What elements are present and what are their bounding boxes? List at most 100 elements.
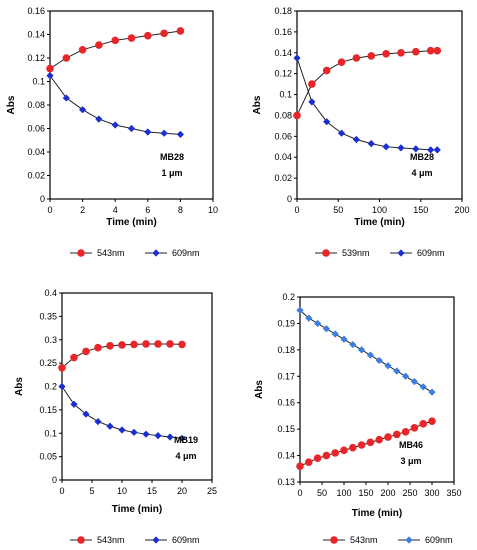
- data-point-543nm: [58, 364, 66, 372]
- x-axis-label: Time (min): [352, 508, 402, 519]
- x-tick-label: 0: [297, 488, 302, 498]
- concentration-label: 1 μm: [161, 168, 182, 178]
- data-point-609nm: [427, 146, 435, 154]
- x-tick-label: 4: [113, 205, 118, 215]
- y-tick-label: 0.02: [27, 171, 45, 181]
- series-line-539nm: [296, 50, 438, 116]
- data-point-609nm: [160, 129, 168, 137]
- y-tick-label: 0.35: [39, 311, 57, 321]
- y-tick-label: 0.06: [274, 131, 292, 141]
- data-point-543nm: [95, 41, 103, 49]
- data-point-543nm: [331, 449, 340, 457]
- legend-marker-539nm: [322, 249, 330, 257]
- data-point-539nm: [352, 54, 361, 62]
- legend-label-609nm: 609nm: [425, 535, 453, 545]
- data-point-543nm: [144, 31, 152, 40]
- chart-4: 0.13 0.14 0.15 0.16 0.17 0.18 0.19 0.2 0 50 100 150…: [254, 292, 462, 545]
- data-point-609nm: [349, 340, 357, 349]
- data-point-543nm: [178, 340, 186, 349]
- y-tick-label: 0: [52, 475, 57, 485]
- data-point-609nm: [410, 377, 418, 386]
- data-point-539nm: [426, 46, 435, 55]
- data-point-609nm: [82, 410, 90, 418]
- x-axis-label: Time (min): [106, 217, 156, 228]
- data-point-609nm: [322, 325, 330, 333]
- data-point-609nm: [402, 372, 410, 380]
- data-point-543nm: [357, 441, 366, 449]
- sample-label: MB28: [160, 152, 184, 162]
- data-point-539nm: [397, 48, 405, 57]
- plot-frame: [296, 10, 463, 200]
- data-point-539nm: [412, 47, 420, 56]
- data-point-609nm: [382, 143, 390, 151]
- x-axis-label: Time (min): [354, 217, 404, 228]
- series-line-609nm: [299, 309, 433, 393]
- data-point-543nm: [82, 347, 90, 356]
- data-point-543nm: [419, 420, 428, 428]
- concentration-label: 3 μm: [400, 456, 421, 466]
- data-point-539nm: [433, 46, 442, 55]
- data-point-609nm: [393, 367, 401, 375]
- data-point-609nm: [337, 129, 346, 137]
- data-point-609nm: [79, 106, 87, 114]
- legend: 539nm 609nm: [315, 248, 445, 258]
- y-tick-label: 0.19: [277, 318, 295, 328]
- x-tick-label: 2: [80, 205, 85, 215]
- x-tick-label: 50: [317, 488, 327, 498]
- y-axis-label: Abs: [14, 377, 25, 396]
- y-tick-label: 0.16: [277, 398, 295, 408]
- data-point-609nm: [130, 428, 138, 436]
- legend-marker-543nm: [330, 536, 338, 544]
- x-tick-label: 300: [424, 488, 439, 498]
- data-point-609nm: [58, 382, 66, 391]
- legend-marker-609nm: [397, 249, 405, 257]
- data-point-539nm: [322, 66, 331, 75]
- data-point-609nm: [358, 346, 366, 354]
- x-tick-label: 10: [208, 205, 218, 215]
- data-point-543nm: [428, 417, 436, 426]
- y-tick-label: 0.3: [44, 335, 57, 345]
- x-tick-label: 100: [336, 488, 351, 498]
- x-tick-label: 25: [207, 486, 217, 496]
- data-point-609nm: [323, 118, 331, 126]
- data-point-539nm: [308, 80, 316, 88]
- data-point-609nm: [428, 388, 436, 396]
- data-point-609nm: [366, 351, 374, 359]
- chart-3: 0 0.05 0.1 0.15 0.2 0.25 0.3 0.35 0.4 0 5 10 15 20 25 T…: [14, 288, 217, 545]
- y-axis-label: Abs: [252, 95, 263, 114]
- x-tick-label: 5: [89, 486, 94, 496]
- data-point-543nm: [118, 341, 126, 349]
- chart-1: 0 0.02 0.04 0.06 0.08 0.1 0.12 0.14 0.16 0 2 4 6 8 10 T…: [6, 6, 218, 258]
- plot-frame: [299, 296, 455, 483]
- data-point-543nm: [111, 36, 119, 45]
- data-point-543nm: [166, 340, 174, 348]
- data-point-543nm: [94, 343, 102, 352]
- x-tick-label: 150: [358, 488, 373, 498]
- y-tick-label: 0.1: [32, 77, 45, 87]
- data-point-543nm: [70, 353, 78, 362]
- data-point-609nm: [397, 144, 405, 152]
- chart-2: 0 0.02 0.04 0.06 0.08 0.1 0.12 0.14 0.16 0.18 0 50 1…: [252, 6, 470, 258]
- data-point-609nm: [419, 383, 427, 391]
- data-point-609nm: [176, 130, 184, 138]
- legend-marker-543nm: [77, 536, 85, 544]
- data-point-609nm: [95, 115, 103, 123]
- y-tick-label: 0.17: [277, 371, 295, 381]
- data-point-609nm: [154, 431, 162, 440]
- y-tick-label: 0.25: [39, 358, 57, 368]
- legend: 543nm 609nm: [323, 535, 453, 545]
- sample-label: MB46: [399, 440, 423, 450]
- legend-marker-609nm: [152, 536, 160, 544]
- y-tick-label: 0.16: [274, 27, 292, 37]
- data-point-543nm: [142, 340, 150, 348]
- y-tick-label: 0.15: [39, 405, 57, 415]
- legend-label-609nm: 609nm: [417, 248, 445, 258]
- x-tick-label: 200: [454, 205, 469, 215]
- data-point-609nm: [111, 121, 119, 129]
- data-point-609nm: [331, 330, 339, 338]
- y-tick-label: 0.14: [277, 451, 295, 461]
- x-tick-label: 0: [59, 486, 64, 496]
- data-point-609nm: [433, 146, 441, 154]
- data-point-609nm: [296, 306, 304, 314]
- data-point-543nm: [349, 443, 357, 452]
